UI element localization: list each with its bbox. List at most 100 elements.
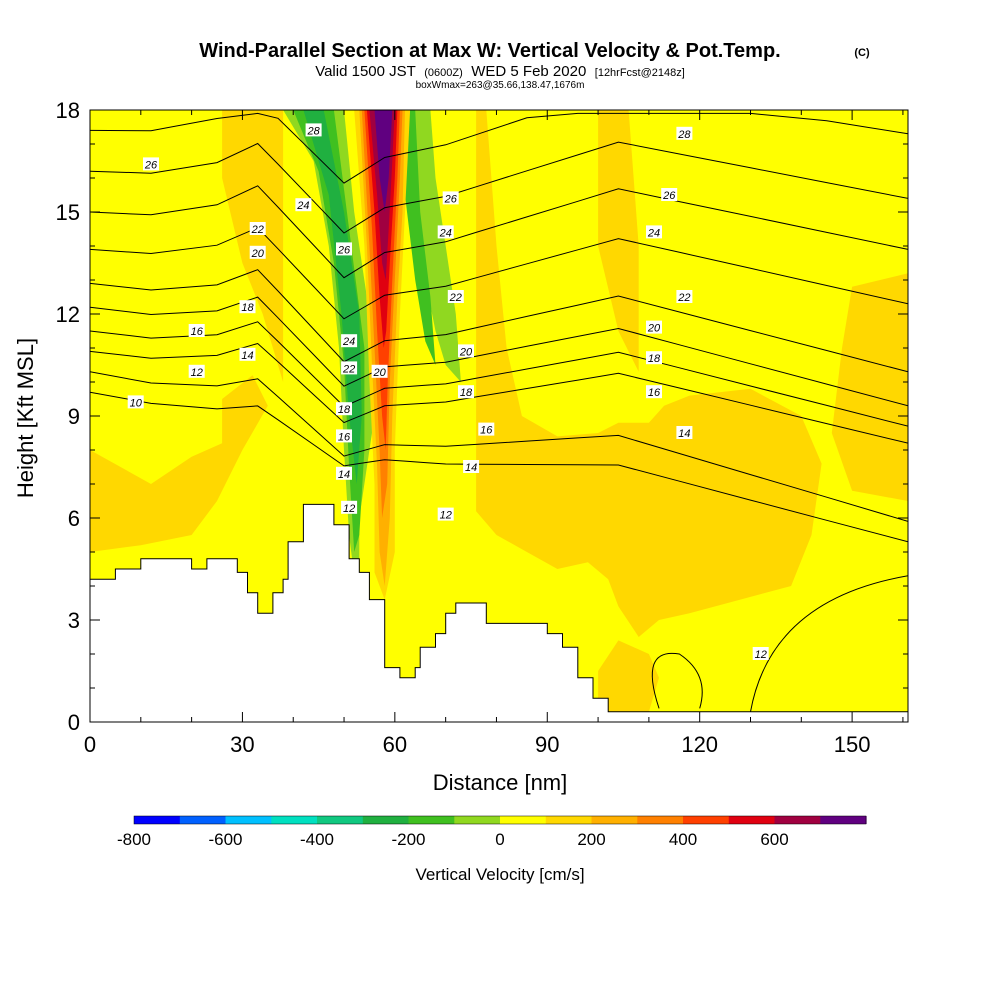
contour-label: 14 xyxy=(463,460,480,474)
contour-label-text: 10 xyxy=(130,397,143,409)
contour-label-text: 16 xyxy=(648,387,661,399)
colorbar-swatch xyxy=(683,816,730,824)
updraft-core-level7 xyxy=(374,110,393,212)
contour-label-text: 18 xyxy=(648,353,661,365)
y-tick-label: 6 xyxy=(68,506,80,531)
updraft-weak-east xyxy=(476,110,822,637)
copyright-mark: (C) xyxy=(854,47,870,59)
contour-label-text: 26 xyxy=(144,159,158,171)
downdraft-band-mid xyxy=(293,110,365,552)
contour-label: 20 xyxy=(646,320,662,335)
contour-label-box xyxy=(143,157,159,171)
contour-label-box xyxy=(458,385,474,399)
subtitle-valid: Valid 1500 JST xyxy=(315,63,416,80)
y-tick-label: 3 xyxy=(68,608,80,633)
x-tick-label: 150 xyxy=(834,732,871,757)
contour-label: 16 xyxy=(646,385,662,399)
contour-label-text: 16 xyxy=(480,425,493,437)
theta-contour-26 xyxy=(90,141,908,234)
contour-label-box xyxy=(341,500,358,514)
contour-label: 16 xyxy=(188,324,205,338)
contour-label-box xyxy=(239,300,256,314)
contour-label-box xyxy=(478,422,495,436)
contour-label: 24 xyxy=(646,225,662,239)
colorbar-tick-label: -800 xyxy=(117,830,151,849)
contour-label: 24 xyxy=(295,198,312,212)
contour-label-box xyxy=(646,385,662,399)
contour-label: 20 xyxy=(249,245,266,260)
contour-label: 18 xyxy=(239,300,256,314)
contour-label-text: 20 xyxy=(251,248,265,260)
colorbar-swatch xyxy=(317,816,364,824)
contour-label-text: 22 xyxy=(677,292,690,304)
contour-label: 24 xyxy=(341,334,358,348)
colorbar: -800 -600 -400 -200 0 200 400 600 xyxy=(117,815,867,849)
x-axis: 0 30 60 90 120 150 xyxy=(84,110,904,757)
subtitle-utc: (0600Z) xyxy=(424,67,463,79)
colorbar-swatch xyxy=(408,816,455,824)
colorbar-swatch xyxy=(454,816,501,824)
contour-label-text: 14 xyxy=(241,350,253,362)
contour-label-box xyxy=(676,426,693,439)
contour-label-text: 22 xyxy=(449,292,462,304)
contour-label: 16 xyxy=(478,422,495,437)
contour-label-box xyxy=(341,334,358,348)
contour-label-text: 14 xyxy=(678,428,690,440)
x-tick-label: 120 xyxy=(681,732,718,757)
x-tick-label: 30 xyxy=(230,732,254,757)
contour-label: 24 xyxy=(437,225,454,239)
contour-label-box xyxy=(371,364,388,378)
contour-label-text: 24 xyxy=(439,227,452,239)
theta-contour-18 xyxy=(90,296,908,407)
x-tick-label: 90 xyxy=(535,732,559,757)
contour-label-text: 12 xyxy=(755,649,767,661)
contour-label-box xyxy=(463,460,480,473)
colorbar-frame xyxy=(133,815,867,825)
contour-label-text: 12 xyxy=(191,367,203,379)
contour-label-text: 26 xyxy=(444,193,458,205)
contour-label-text: 20 xyxy=(647,323,661,335)
contour-label: 12 xyxy=(752,647,769,661)
contour-label-box xyxy=(676,290,693,303)
colorbar-swatch xyxy=(500,816,547,824)
colorbar-swatch xyxy=(774,816,821,824)
contour-label: 22 xyxy=(249,222,266,236)
contour-label-text: 24 xyxy=(647,227,660,239)
contour-label-box xyxy=(437,507,454,521)
colorbar-swatch xyxy=(134,816,181,824)
colorbar-swatch xyxy=(179,816,227,824)
contour-label-box xyxy=(188,364,205,378)
contour-label: 28 xyxy=(676,126,693,141)
contour-label-text: 28 xyxy=(306,125,320,137)
contour-label-box xyxy=(341,361,358,375)
colorbar-tick-label: 600 xyxy=(760,830,788,849)
contour-label: 22 xyxy=(447,290,464,304)
contour-label-box xyxy=(305,123,322,137)
subtitle-date: WED 5 Feb 2020 xyxy=(471,63,586,80)
contour-label-box xyxy=(676,126,693,140)
colorbar-swatch xyxy=(637,816,684,824)
subtitle-forecast: [12hrFcst@2148z] xyxy=(595,67,685,79)
contour-label-text: 20 xyxy=(372,367,386,379)
contour-label-text: 16 xyxy=(191,326,204,338)
contour-label-box xyxy=(661,188,678,201)
contour-label: 20 xyxy=(458,344,474,358)
contour-label-box xyxy=(336,429,352,443)
contour-label: 22 xyxy=(676,290,693,304)
x-tick-label: 60 xyxy=(383,732,407,757)
contour-label: 26 xyxy=(442,191,459,205)
contour-label-box xyxy=(249,222,266,235)
chart-box-info: boxWmax=263@35.66,138.47,1676m xyxy=(416,80,585,91)
colorbar-tick-label: -600 xyxy=(208,830,242,849)
colorbar-tick-label: -200 xyxy=(391,830,425,849)
contour-label-box xyxy=(437,225,454,239)
chart-subtitle: Valid 1500 JST (0600Z) WED 5 Feb 2020 [1… xyxy=(315,63,685,80)
x-axis-title: Distance [nm] xyxy=(433,770,568,795)
colorbar-swatch xyxy=(820,816,867,824)
y-axis-title: Height [Kft MSL] xyxy=(13,338,38,498)
contour-label: 26 xyxy=(661,188,678,202)
theta-contour-12 xyxy=(90,371,908,522)
colorbar-swatch xyxy=(225,816,272,824)
colorbar-title: Vertical Velocity [cm/s] xyxy=(415,865,584,884)
contour-label: 26 xyxy=(336,242,352,256)
